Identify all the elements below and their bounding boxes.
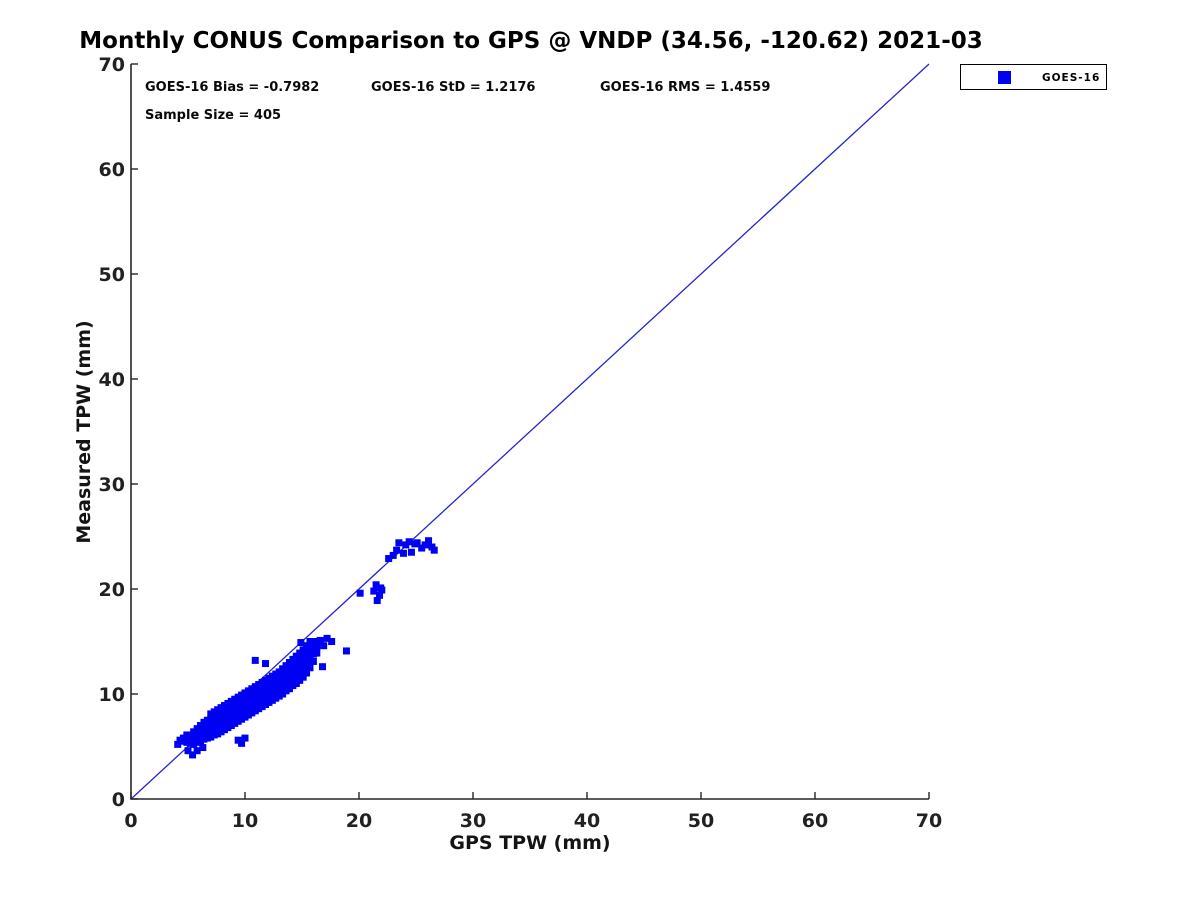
scatter-point	[430, 546, 438, 554]
y-tick-label: 30	[99, 474, 125, 496]
scatter-point	[303, 669, 311, 677]
one-to-one-line	[130, 63, 930, 800]
scatter-point	[393, 546, 401, 554]
y-axis-label: Measured TPW (mm)	[73, 320, 95, 543]
scatter-point	[378, 586, 386, 594]
scatter-point	[320, 642, 328, 650]
scatter-point	[389, 551, 397, 559]
stat-sample-size: Sample Size = 405	[145, 108, 282, 123]
scatter-point	[262, 660, 270, 668]
scatter-point	[184, 747, 192, 755]
scatter-point	[241, 734, 249, 742]
legend-marker-icon	[998, 71, 1011, 84]
x-tick-label: 60	[802, 810, 828, 832]
stat-bias: GOES-16 Bias = -0.7982	[145, 80, 320, 95]
scatter-point	[373, 597, 381, 605]
scatter-point	[395, 539, 403, 547]
scatter-point	[405, 538, 413, 546]
y-tick-label: 60	[99, 159, 125, 181]
y-tick-label: 50	[99, 264, 125, 286]
stat-std: GOES-16 StD = 1.2176	[371, 80, 536, 95]
scatter-point	[313, 643, 321, 651]
y-tick-label: 40	[99, 369, 125, 391]
x-tick-label: 30	[460, 810, 486, 832]
scatter-point	[238, 739, 246, 747]
scatter-point	[319, 663, 327, 671]
scatter-point	[323, 634, 331, 642]
scatter-point	[407, 548, 415, 556]
x-tick-label: 20	[346, 810, 372, 832]
scatter-point	[376, 591, 384, 599]
scatter-point	[385, 555, 393, 563]
scatter-point	[356, 589, 364, 597]
scatter-point	[174, 740, 182, 748]
scatter-point	[316, 636, 324, 644]
scatter-point	[306, 664, 314, 672]
scatter-point	[399, 549, 407, 557]
chart-title: Monthly CONUS Comparison to GPS @ VNDP (…	[79, 28, 983, 54]
scatter-point	[297, 639, 305, 647]
legend: GOES-16	[960, 64, 1107, 90]
scatter-point	[413, 539, 421, 547]
scatter-point	[313, 649, 321, 657]
x-tick-label: 10	[232, 810, 258, 832]
y-tick-label: 0	[112, 789, 125, 811]
x-axis-label: GPS TPW (mm)	[449, 832, 610, 854]
y-tick-label: 70	[99, 54, 125, 76]
legend-label: GOES-16	[1042, 72, 1101, 84]
scatter-point	[372, 581, 380, 589]
scatter-point	[309, 657, 317, 665]
x-tick-label: 0	[124, 810, 137, 832]
scatter-point	[199, 744, 207, 752]
x-tick-label: 40	[574, 810, 600, 832]
scatter-point	[421, 541, 429, 549]
scatter-point	[299, 673, 307, 681]
y-tick-label: 20	[99, 579, 125, 601]
scatter-point	[425, 537, 433, 545]
scatter-point	[193, 747, 201, 755]
scatter-point	[189, 751, 197, 759]
scatter-point	[370, 587, 378, 595]
scatter-point	[342, 647, 350, 655]
scatter-point	[328, 638, 336, 645]
stat-rms: GOES-16 RMS = 1.4559	[600, 80, 771, 95]
x-tick-label: 50	[688, 810, 714, 832]
y-tick-label: 10	[99, 684, 125, 706]
scatter-point	[251, 656, 259, 664]
x-tick-label: 70	[916, 810, 942, 832]
